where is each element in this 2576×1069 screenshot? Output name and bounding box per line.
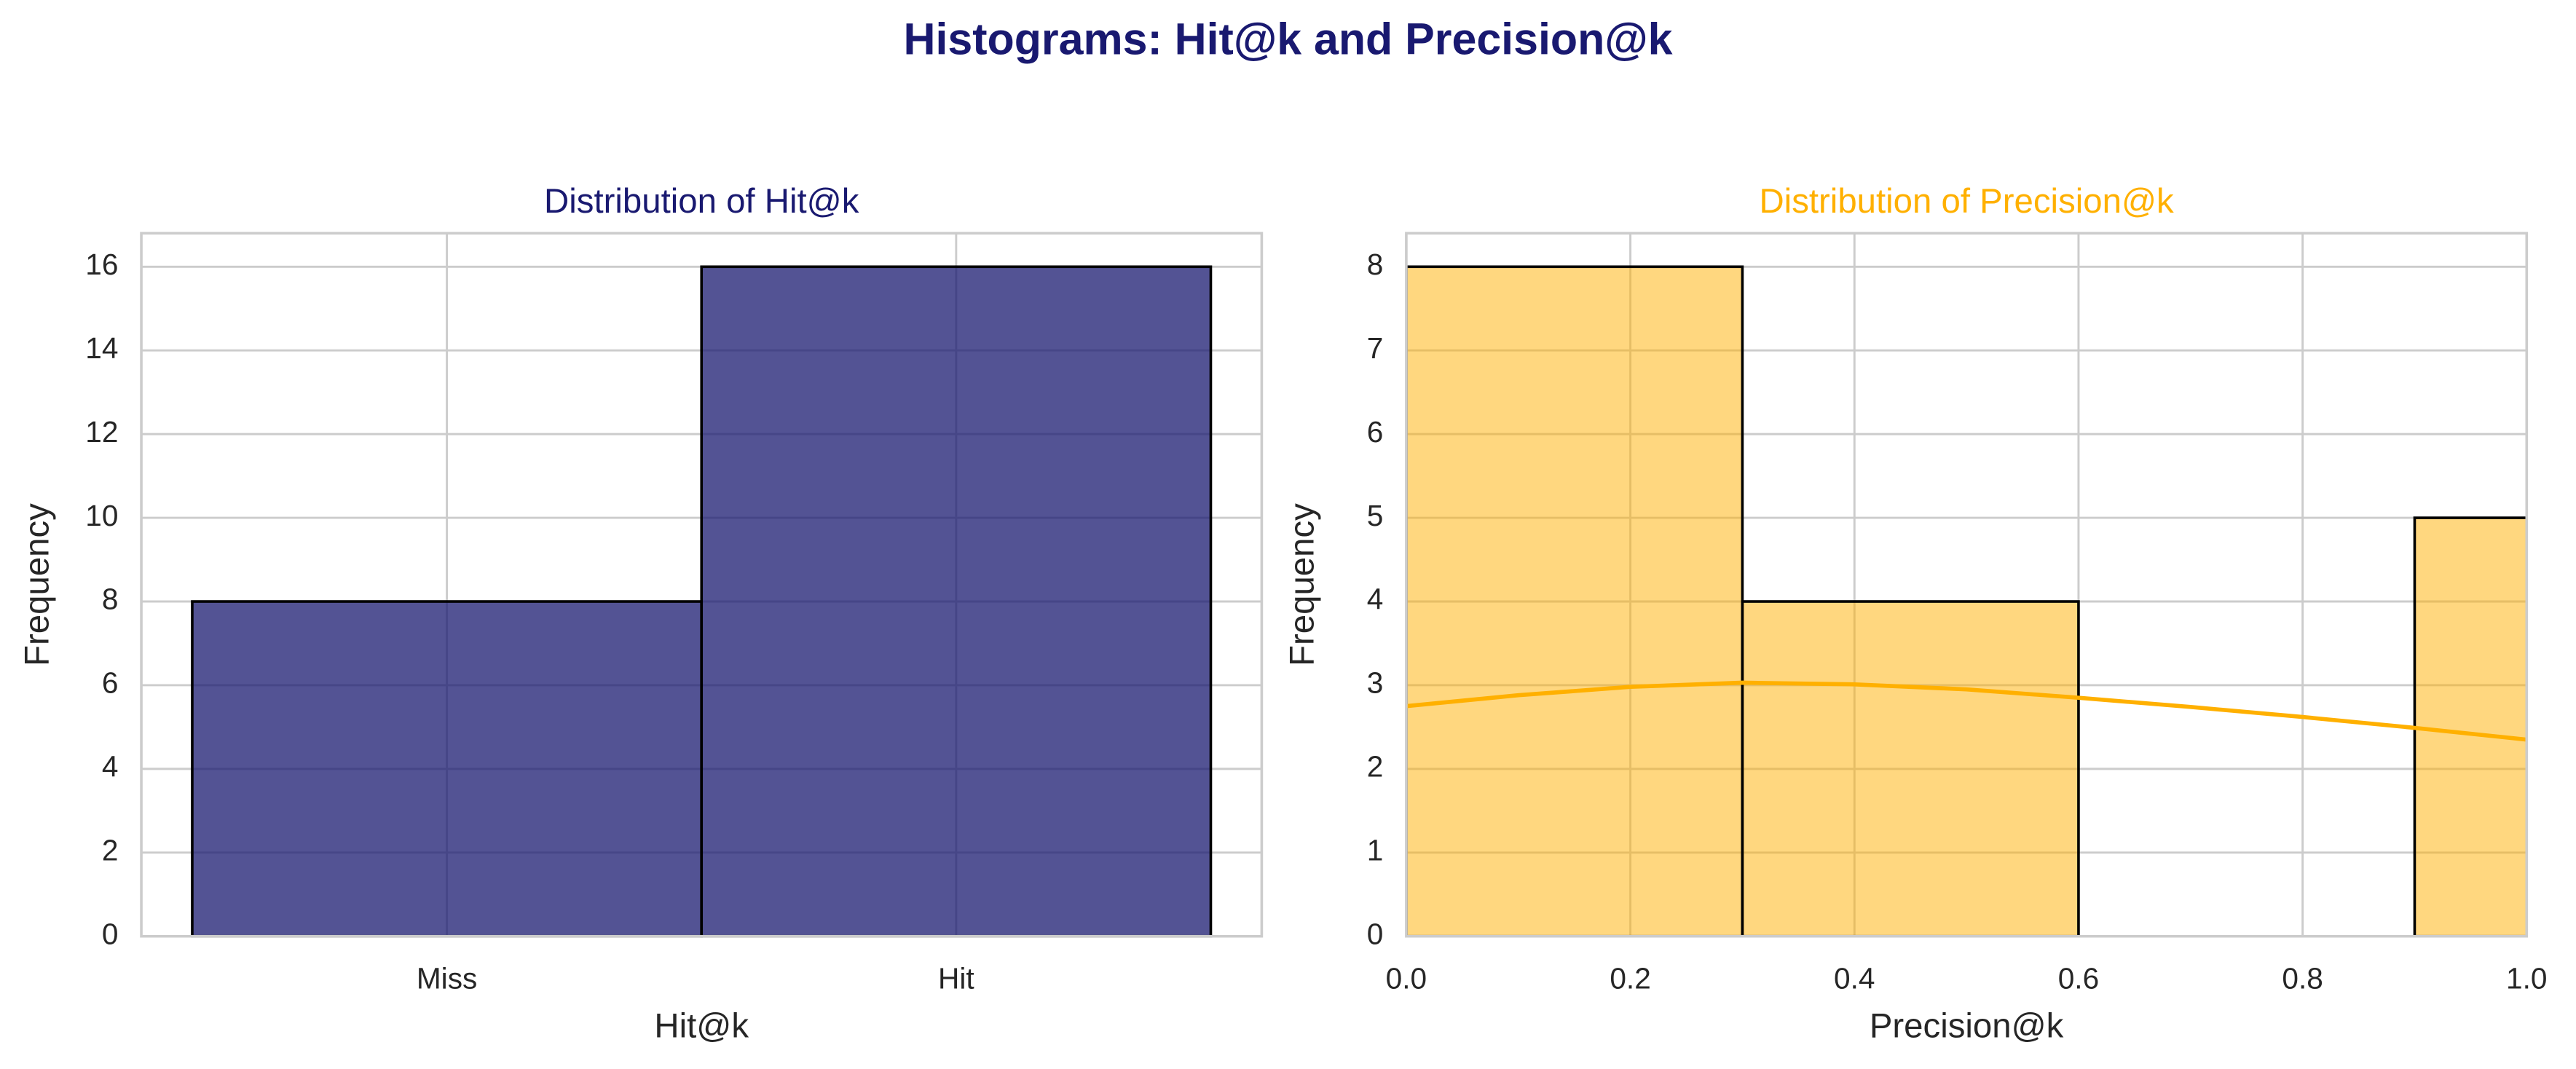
x-axis-label: Hit@k	[654, 1007, 749, 1046]
y-tick-label: 5	[1367, 499, 1384, 532]
y-tick-label: 6	[102, 666, 119, 700]
y-axis-label: Frequency	[1283, 503, 1322, 666]
y-axis-label: Frequency	[18, 503, 57, 666]
y-tick-label: 3	[1367, 666, 1384, 700]
x-axis-label: Precision@k	[1870, 1007, 2064, 1046]
panel-title: Distribution of Hit@k	[544, 182, 859, 221]
bar	[1406, 265, 1744, 936]
x-tick-label: 0.2	[1610, 961, 1650, 995]
bar	[2413, 516, 2527, 936]
x-tick-label: Hit	[938, 961, 974, 995]
y-tick-label: 2	[1367, 750, 1384, 784]
y-tick-label: 1	[1367, 834, 1384, 867]
y-tick-label: 8	[102, 583, 119, 616]
x-tick-label: 0.4	[1834, 961, 1875, 995]
y-tick-label: 12	[85, 415, 118, 449]
y-tick-label: 2	[102, 834, 119, 867]
y-tick-label: 4	[102, 750, 119, 784]
panel-title: Distribution of Precision@k	[1759, 182, 2174, 221]
kde-line	[1406, 680, 2527, 742]
bar	[191, 600, 704, 938]
y-tick-label: 16	[85, 248, 118, 281]
bar	[1741, 600, 2080, 936]
bars	[1406, 265, 2527, 936]
y-tick-label: 7	[1367, 331, 1384, 365]
axes-frame	[1405, 232, 2529, 938]
axes-frame	[140, 232, 1264, 938]
x-tick-label: 0.0	[1386, 961, 1427, 995]
y-tick-label: 14	[85, 331, 118, 365]
x-tick-label: 0.6	[2058, 961, 2099, 995]
figure-title: Histograms: Hit@k and Precision@k	[903, 15, 1672, 64]
y-tick-label: 4	[1367, 583, 1384, 616]
y-tick-label: 10	[85, 499, 118, 532]
x-tick-label: 1.0	[2506, 961, 2547, 995]
y-tick-label: 6	[1367, 415, 1384, 449]
x-tick-label: Miss	[417, 961, 477, 995]
bar	[700, 265, 1213, 938]
y-tick-label: 0	[1367, 917, 1384, 950]
x-tick-label: 0.8	[2282, 961, 2323, 995]
y-tick-label: 0	[102, 917, 119, 950]
y-tick-label: 8	[1367, 248, 1384, 281]
